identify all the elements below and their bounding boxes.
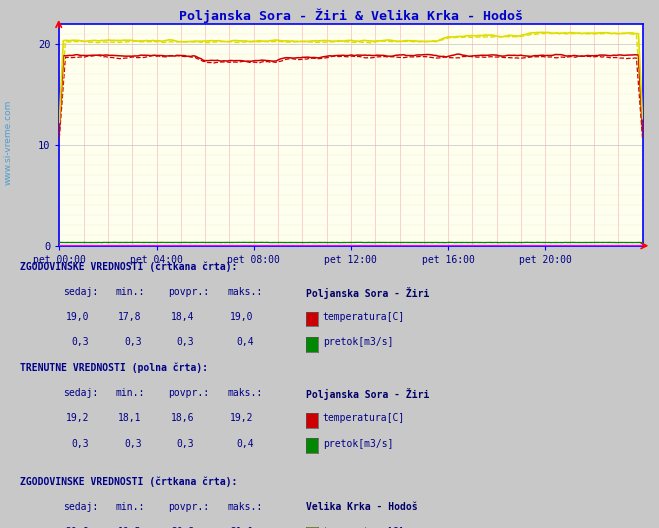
- Text: maks.:: maks.:: [227, 287, 262, 297]
- Text: povpr.:: povpr.:: [168, 388, 209, 398]
- Text: ZGODOVINSKE VREDNOSTI (črtkana črta):: ZGODOVINSKE VREDNOSTI (črtkana črta):: [20, 477, 237, 487]
- Text: www.si-vreme.com: www.si-vreme.com: [3, 100, 13, 185]
- Text: maks.:: maks.:: [227, 502, 262, 512]
- Text: min.:: min.:: [115, 388, 145, 398]
- Text: 19,5: 19,5: [118, 527, 142, 528]
- Text: 19,0: 19,0: [230, 312, 254, 322]
- Text: 19,2: 19,2: [230, 413, 254, 423]
- Text: Poljanska Sora - Žiri: Poljanska Sora - Žiri: [306, 388, 430, 400]
- Text: 0,3: 0,3: [124, 337, 142, 347]
- Text: min.:: min.:: [115, 287, 145, 297]
- Text: povpr.:: povpr.:: [168, 502, 209, 512]
- Text: povpr.:: povpr.:: [168, 287, 209, 297]
- Text: ZGODOVINSKE VREDNOSTI (črtkana črta):: ZGODOVINSKE VREDNOSTI (črtkana črta):: [20, 261, 237, 272]
- Text: 0,4: 0,4: [236, 439, 254, 449]
- Text: 0,4: 0,4: [236, 337, 254, 347]
- Text: 20,2: 20,2: [171, 527, 194, 528]
- Text: 0,3: 0,3: [71, 337, 89, 347]
- Text: sedaj:: sedaj:: [63, 388, 98, 398]
- Text: 19,0: 19,0: [65, 312, 89, 322]
- Text: temperatura[C]: temperatura[C]: [323, 527, 405, 528]
- Text: 0,3: 0,3: [177, 439, 194, 449]
- Text: Velika Krka - Hodoš: Velika Krka - Hodoš: [306, 502, 418, 512]
- Text: temperatura[C]: temperatura[C]: [323, 413, 405, 423]
- Text: 0,3: 0,3: [71, 439, 89, 449]
- Text: 21,1: 21,1: [230, 527, 254, 528]
- Text: 18,1: 18,1: [118, 413, 142, 423]
- Text: 19,2: 19,2: [65, 413, 89, 423]
- Text: sedaj:: sedaj:: [63, 287, 98, 297]
- Text: 18,6: 18,6: [171, 413, 194, 423]
- Text: min.:: min.:: [115, 502, 145, 512]
- Text: Poljanska Sora - Žiri: Poljanska Sora - Žiri: [306, 287, 430, 299]
- Text: 0,3: 0,3: [124, 439, 142, 449]
- Text: TRENUTNE VREDNOSTI (polna črta):: TRENUTNE VREDNOSTI (polna črta):: [20, 363, 208, 373]
- Title: Poljanska Sora - Žiri & Velika Krka - Hodoš: Poljanska Sora - Žiri & Velika Krka - Ho…: [179, 8, 523, 23]
- Text: 0,3: 0,3: [177, 337, 194, 347]
- Text: sedaj:: sedaj:: [63, 502, 98, 512]
- Text: pretok[m3/s]: pretok[m3/s]: [323, 439, 393, 449]
- Text: 18,4: 18,4: [171, 312, 194, 322]
- Text: 20,6: 20,6: [65, 527, 89, 528]
- Text: pretok[m3/s]: pretok[m3/s]: [323, 337, 393, 347]
- Text: maks.:: maks.:: [227, 388, 262, 398]
- Text: 17,8: 17,8: [118, 312, 142, 322]
- Text: temperatura[C]: temperatura[C]: [323, 312, 405, 322]
